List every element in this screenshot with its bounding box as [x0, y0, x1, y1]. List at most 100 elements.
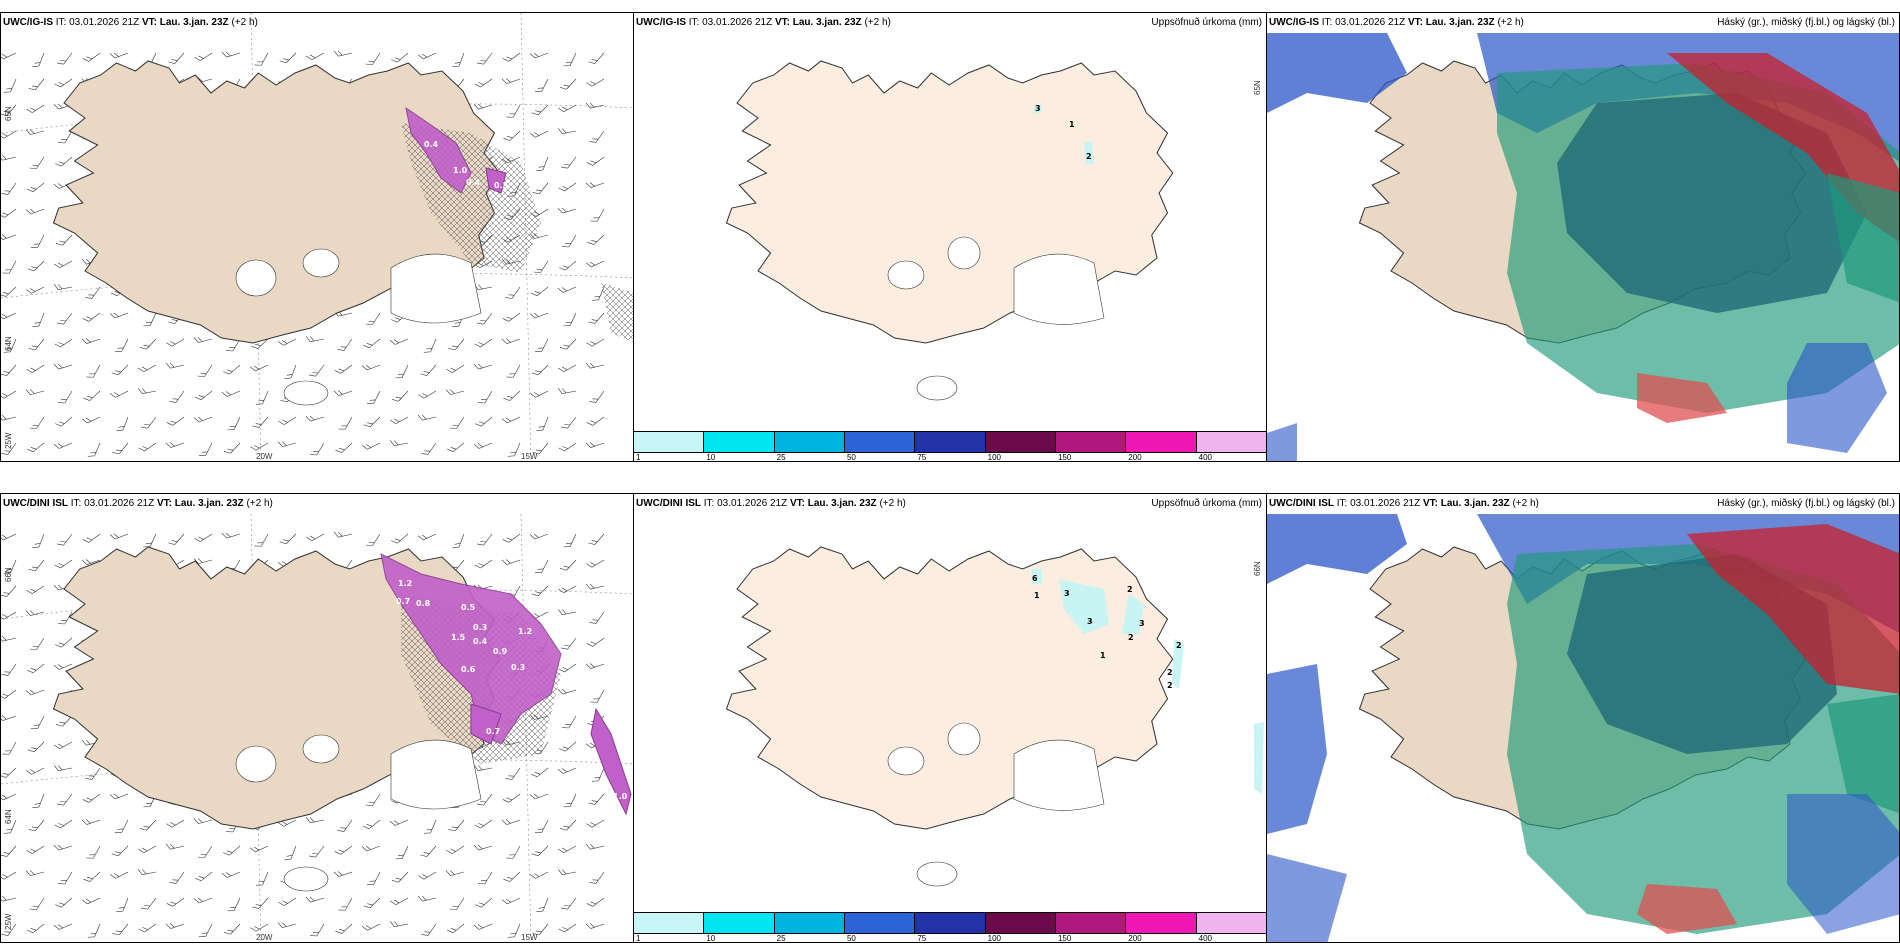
precip-value: 1	[1100, 651, 1106, 660]
colorbar-label: 25	[776, 934, 786, 943]
colorbar-swatch: 100	[985, 432, 1056, 461]
precip-value: 2	[1086, 152, 1092, 161]
precip-value: 1.2	[518, 627, 532, 636]
colorbar-label: 400	[1198, 934, 1212, 943]
precip-value: 0.6	[461, 665, 476, 674]
precip-value: 3	[1035, 104, 1041, 113]
colorbar-swatch: 150	[1055, 913, 1127, 942]
precip-value: 0.4	[424, 140, 439, 149]
lat-label: 64N	[4, 809, 13, 824]
colorbar-label: 50	[846, 934, 856, 943]
panel-header: UWC/IG-IS IT: 03.01.2026 21Z VT: Lau. 3.…	[636, 17, 891, 28]
precip-value: 3	[1139, 619, 1145, 628]
colorbar-label: 1	[636, 934, 641, 943]
colorbar-label: 25	[776, 453, 786, 462]
colorbar-swatch: 75	[915, 432, 986, 461]
precip-value: 0.3	[511, 663, 525, 672]
lon-label: 15W	[521, 452, 538, 461]
precip-value: 0.7	[486, 727, 500, 736]
colorbar-label: 150	[1057, 934, 1072, 943]
colorbar-label: 75	[917, 934, 927, 943]
precip-value: 2	[1167, 681, 1173, 690]
colorbar-label: 100	[987, 934, 1001, 943]
precip-value: 1	[1069, 120, 1075, 129]
lat-label: 25W	[4, 913, 13, 930]
panel-header: UWC/IG-IS IT: 03.01.2026 21Z VT: Lau. 3.…	[3, 17, 258, 28]
map-canvas	[1267, 494, 1899, 942]
panel-header: UWC/DINI ISL IT: 03.01.2026 21Z VT: Lau.…	[3, 498, 273, 509]
panel-header: UWC/DINI ISL IT: 03.01.2026 21Z VT: Lau.…	[636, 498, 906, 509]
colorbar-swatch: 200	[1126, 913, 1197, 942]
colorbar-swatch: 400	[1196, 913, 1266, 942]
colorbar-swatch: 200	[1126, 432, 1197, 461]
colorbar-swatch: 75	[915, 913, 986, 942]
panel-title: Háský (gr.), miðský (fj.bl.) og lágský (…	[1717, 498, 1895, 509]
map-canvas: 6 1 3 2 3 3 2 1 2 2 2 66N	[634, 494, 1266, 914]
precip-value: 3	[1087, 617, 1093, 626]
panel-title: Uppsöfnuð úrkoma (mm)	[1151, 498, 1262, 509]
lat-label: 66N	[1253, 561, 1262, 576]
precip-value: 0.5	[461, 603, 476, 612]
colorbar-swatch: 1	[634, 913, 705, 942]
precip-value: 0.4	[473, 637, 488, 646]
precip-value: 2	[1167, 668, 1173, 677]
colorbar-label: 75	[917, 453, 927, 462]
precip-value: 2	[1128, 633, 1134, 642]
panel-title: Háský (gr.), miðský (fj.bl.) og lágský (…	[1717, 17, 1895, 28]
map-canvas: 1.2 0.7 0.8 0.5 1.5 0.3 0.4 0.9 1.2 0.6 …	[1, 494, 633, 942]
precip-value: 0.9	[493, 647, 508, 656]
precip-value: 0.7	[396, 597, 410, 606]
colorbar-label: 150	[1057, 453, 1072, 462]
colorbar-label: 50	[846, 453, 856, 462]
lat-label: 25W	[4, 432, 13, 449]
colorbar-label: 200	[1128, 453, 1142, 462]
colorbar-label: 1	[636, 453, 641, 462]
panel-accum-precip-bottom: UWC/DINI ISL IT: 03.01.2026 21Z VT: Lau.…	[633, 493, 1267, 943]
lon-label: 20W	[256, 452, 273, 461]
precip-value: 2	[1176, 641, 1182, 650]
map-canvas: 0.4 1.0 0.4 0.5 20W 15W 65N 64N 25W	[1, 13, 633, 461]
colorbar-swatch: 400	[1196, 432, 1266, 461]
colorbar: 1 10 25 50 75 100 150 200 400	[634, 431, 1266, 461]
colorbar-label: 10	[706, 453, 716, 462]
colorbar-label: 200	[1128, 934, 1142, 943]
colorbar-swatch: 50	[844, 913, 916, 942]
map-canvas: 3 1 2 65N	[634, 13, 1266, 433]
precip-value: 1	[1034, 591, 1040, 600]
panel-cloud-cover-bottom: UWC/DINI ISL IT: 03.01.2026 21Z VT: Lau.…	[1266, 493, 1900, 943]
precip-value: 6	[1032, 574, 1038, 583]
colorbar-swatch: 1	[634, 432, 705, 461]
precip-value: 0.8	[416, 599, 431, 608]
precip-value: 1.2	[398, 579, 412, 588]
panel-header: UWC/IG-IS IT: 03.01.2026 21Z VT: Lau. 3.…	[1269, 17, 1524, 28]
precip-value: 3	[1064, 589, 1070, 598]
precip-value: 0.3	[473, 623, 487, 632]
panel-title: Uppsöfnuð úrkoma (mm)	[1151, 17, 1262, 28]
colorbar-swatch: 25	[774, 913, 845, 942]
panel-wind-precip-bottom: UWC/DINI ISL IT: 03.01.2026 21Z VT: Lau.…	[0, 493, 634, 943]
precip-value: 2	[1127, 585, 1133, 594]
colorbar-label: 10	[706, 934, 716, 943]
colorbar-label: 400	[1198, 453, 1212, 462]
colorbar-swatch: 10	[704, 913, 775, 942]
precip-value: 1.5	[451, 633, 466, 642]
lat-label: 65N	[4, 106, 13, 121]
colorbar-swatch: 25	[774, 432, 845, 461]
precip-value: 1.0	[453, 166, 468, 175]
colorbar-swatch: 10	[704, 432, 775, 461]
colorbar-swatch: 100	[985, 913, 1056, 942]
lon-label: 20W	[256, 933, 273, 942]
colorbar-swatch: 50	[844, 432, 916, 461]
map-canvas	[1267, 13, 1899, 461]
lon-label: 15W	[521, 933, 538, 942]
colorbar: 1 10 25 50 75 100 150 200 400	[634, 912, 1266, 942]
colorbar-swatch: 150	[1055, 432, 1127, 461]
panel-header: UWC/DINI ISL IT: 03.01.2026 21Z VT: Lau.…	[1269, 498, 1539, 509]
lat-label: 64N	[4, 336, 13, 351]
precip-value: 1.0	[613, 792, 628, 801]
panel-accum-precip-top: UWC/IG-IS IT: 03.01.2026 21Z VT: Lau. 3.…	[633, 12, 1267, 462]
panel-cloud-cover-top: UWC/IG-IS IT: 03.01.2026 21Z VT: Lau. 3.…	[1266, 12, 1900, 462]
lat-label: 66N	[4, 567, 13, 582]
precip-value: 0.4	[466, 178, 481, 187]
colorbar-label: 100	[987, 453, 1001, 462]
